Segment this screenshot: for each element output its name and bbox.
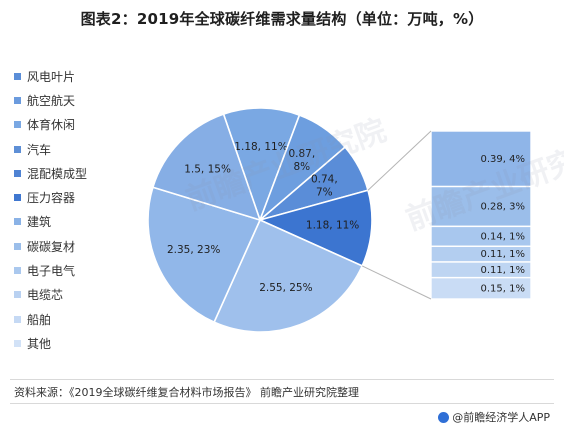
connector-line-top xyxy=(367,130,432,191)
brand-logo-icon xyxy=(438,411,450,423)
pie-data-label-value: 0.74, xyxy=(311,174,338,186)
pie-data-label: 2.35, 23% xyxy=(167,244,220,256)
legend-item: 其他 xyxy=(14,331,124,355)
chart-legend: 风电叶片航空航天体育休闲汽车混配模成型压力容器建筑碳碳复材电子电气电缆芯船舶其他 xyxy=(14,64,124,356)
bar-segment xyxy=(430,130,532,188)
bar-data-label: 0.39, 4% xyxy=(481,154,526,165)
source-divider xyxy=(10,379,554,380)
legend-item: 体育休闲 xyxy=(14,113,124,137)
legend-label: 混配模成型 xyxy=(27,166,88,181)
legend-swatch xyxy=(14,121,21,129)
pie-data-label: 2.55, 25% xyxy=(259,282,312,294)
legend-swatch xyxy=(14,169,21,177)
legend-item: 电缆芯 xyxy=(14,283,124,307)
legend-item: 电子电气 xyxy=(14,258,124,282)
legend-swatch xyxy=(14,72,21,80)
legend-item: 船舶 xyxy=(14,307,124,331)
bar-data-label: 0.14, 1% xyxy=(481,231,526,242)
legend-swatch xyxy=(14,291,21,299)
connector-line-bottom xyxy=(361,265,432,300)
legend-item: 航空航天 xyxy=(14,88,124,112)
pie-slice xyxy=(147,186,262,324)
legend-label: 其他 xyxy=(27,336,52,351)
pie-data-label-percent: 8% xyxy=(293,161,310,173)
pie-data-label-value: 0.87, xyxy=(288,148,315,160)
pie-data-label: 1.5, 15% xyxy=(184,163,231,175)
legend-item: 建筑 xyxy=(14,210,124,234)
brand-text: @前瞻经济学人APP xyxy=(452,411,550,424)
legend-label: 体育休闲 xyxy=(27,118,76,133)
legend-label: 压力容器 xyxy=(27,191,76,206)
pie-slice xyxy=(213,218,364,333)
pie-data-label: 0.87, 8% xyxy=(288,148,315,173)
bar-data-label: 0.15, 1% xyxy=(481,283,526,294)
legend-label: 电缆芯 xyxy=(27,288,64,303)
pie-slice xyxy=(257,189,373,267)
bar-data-label: 0.11, 1% xyxy=(481,249,526,260)
page-title: 图表2：2019年全球碳纤维需求量结构（单位：万吨，%） xyxy=(80,10,484,28)
legend-label: 风电叶片 xyxy=(27,69,76,84)
legend-item: 汽车 xyxy=(14,137,124,161)
pie-slice xyxy=(151,113,262,222)
brand-divider xyxy=(10,403,554,404)
legend-label: 碳碳复材 xyxy=(27,239,76,254)
pie-slice xyxy=(222,107,301,223)
legend-item: 碳碳复材 xyxy=(14,234,124,258)
pie-data-label: 1.18, 11% xyxy=(306,220,359,232)
legend-item: 压力容器 xyxy=(14,185,124,209)
legend-label: 建筑 xyxy=(27,215,52,230)
pie-data-label-percent: 7% xyxy=(316,187,333,199)
legend-label: 航空航天 xyxy=(27,93,76,108)
bar-data-label: 0.28, 3% xyxy=(481,202,526,213)
legend-swatch xyxy=(14,315,21,323)
legend-item: 风电叶片 xyxy=(14,64,124,88)
legend-swatch xyxy=(14,145,21,153)
bar-segment xyxy=(430,276,532,300)
pie-data-label: 0.74, 7% xyxy=(311,174,338,199)
pie-data-label: 1.18, 11% xyxy=(234,141,287,153)
bar-data-label: 0.11, 1% xyxy=(481,265,526,276)
bar-segment xyxy=(430,185,532,228)
legend-swatch xyxy=(14,218,21,226)
brand-credit: @前瞻经济学人APP xyxy=(438,409,550,425)
source-note: 资料来源：《2019全球碳纤维复合材料市场报告》 前瞻产业研究院整理 xyxy=(14,386,359,399)
legend-label: 汽车 xyxy=(27,142,52,157)
legend-swatch xyxy=(14,96,21,104)
legend-swatch xyxy=(14,242,21,250)
legend-swatch xyxy=(14,267,21,275)
legend-swatch xyxy=(14,194,21,202)
legend-item: 混配模成型 xyxy=(14,161,124,185)
legend-swatch xyxy=(14,339,21,347)
legend-label: 电子电气 xyxy=(27,264,76,279)
legend-label: 船舶 xyxy=(27,312,52,327)
